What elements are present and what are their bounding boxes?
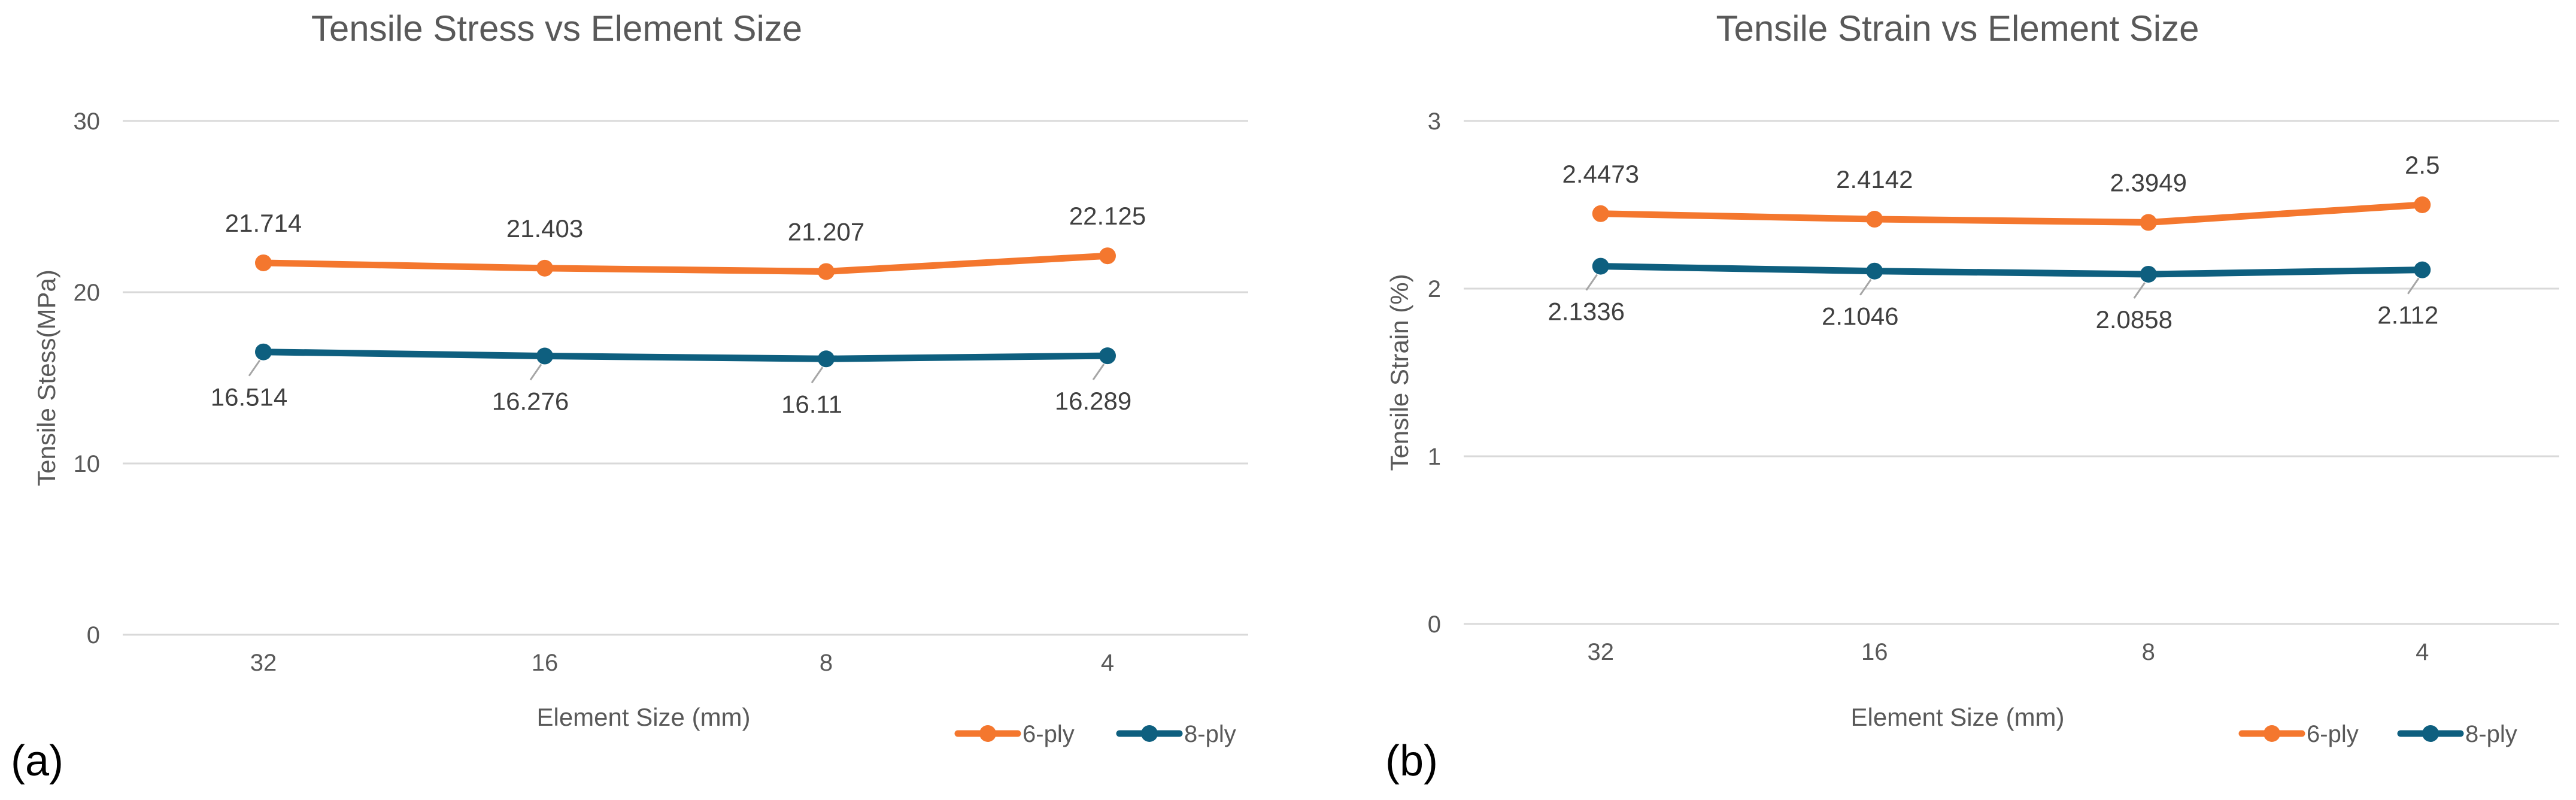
data-point-8-ply [536,347,553,365]
data-label-leader [1585,274,1598,291]
y-tick-label: 0 [87,622,100,649]
legend-label-6-ply: 6-ply [1022,721,1075,747]
data-label-6-ply: 21.207 [788,217,864,246]
legend-marker-6-ply [2264,725,2280,742]
y-tick-label: 30 [74,108,101,135]
data-label-leader [1859,278,1872,296]
data-label-6-ply: 22.125 [1069,202,1146,230]
data-label-leader [1092,363,1105,380]
x-tick-label: 16 [532,650,559,676]
series-line-6-ply [1597,201,2426,226]
data-label-6-ply: 21.714 [225,209,302,237]
x-tick-label: 16 [1861,639,1888,665]
series-line-8-ply [260,349,1111,362]
data-label-8-ply: 2.0858 [2096,305,2173,334]
x-axis-title: Element Size (mm) [1850,703,2064,731]
panel-label-a: (a) [11,737,63,785]
x-tick-label: 4 [1101,650,1114,676]
y-axis-title: Tensile Stess(MPa) [32,269,60,486]
data-label-leader [811,366,824,384]
x-tick-label: 8 [820,650,833,676]
legend-marker-6-ply [979,725,996,742]
data-point-6-ply [2140,214,2157,231]
data-point-8-ply [1099,347,1116,365]
x-tick-label: 32 [1588,639,1615,665]
data-point-6-ply [536,259,553,277]
y-tick-label: 10 [74,451,101,477]
data-label-6-ply: 2.5 [2405,151,2440,179]
legend-marker-8-ply [2422,725,2439,742]
data-point-6-ply [1866,211,1883,228]
data-label-6-ply: 21.403 [506,214,583,243]
data-point-6-ply [818,263,835,280]
x-tick-label: 32 [250,650,277,676]
data-point-6-ply [1592,205,1609,222]
data-label-8-ply: 2.112 [2377,301,2438,329]
data-label-6-ply: 2.3949 [2110,168,2187,196]
data-label-8-ply: 2.1336 [1548,298,1625,326]
x-tick-label: 8 [2142,639,2155,665]
legend-label-6-ply: 6-ply [2307,721,2359,747]
chart-panel-a: Tensile Stress vs Element Size 0 10 20 30 32 1… [11,8,1248,785]
series-line-6-ply [260,252,1111,275]
legend-marker-8-ply [1141,725,1158,742]
data-label-leader [2407,277,2420,295]
legend-label-8-ply: 8-ply [1184,721,1236,747]
series-line-8-ply [1597,263,2426,278]
data-point-8-ply [818,350,835,368]
data-label-6-ply: 2.4473 [1562,160,1639,188]
x-axis-title: Element Size (mm) [536,703,750,731]
chart-b-svg: Tensile Strain vs Element Size 0 1 2 3 32 16 8 4… [1385,8,2559,747]
data-point-8-ply [255,343,272,360]
y-tick-label: 3 [1428,108,1441,135]
data-label-leader [248,359,261,377]
data-label-8-ply: 16.276 [492,387,569,416]
legend-label-8-ply: 8-ply [2465,721,2517,747]
data-label-6-ply: 2.4142 [1836,165,1913,193]
panel-label-b: (b) [1385,737,1438,785]
data-point-6-ply [1099,247,1116,265]
data-point-8-ply [1866,262,1883,280]
chart-panel-b: Tensile Strain vs Element Size 0 1 2 3 32 16 8 4… [1359,0,2576,800]
data-label-8-ply: 16.11 [781,390,842,418]
y-tick-label: 2 [1428,276,1441,302]
data-point-8-ply [2414,261,2431,278]
data-point-8-ply [1592,257,1609,275]
chart-title: Tensile Stress vs Element Size [311,8,802,49]
data-label-leader [2133,282,2146,299]
x-tick-label: 4 [2416,639,2429,665]
chart-title: Tensile Strain vs Element Size [1716,8,2199,49]
y-tick-label: 1 [1428,444,1441,470]
data-label-leader [529,363,542,381]
data-point-8-ply [2140,265,2157,283]
data-label-8-ply: 2.1046 [1822,302,1898,331]
chart-a-svg: Tensile Stress vs Element Size 0 10 20 30 32 1… [32,8,1248,747]
y-axis-title: Tensile Strain (%) [1385,274,1413,471]
y-tick-label: 0 [1428,611,1441,638]
y-tick-label: 20 [74,280,101,306]
data-label-8-ply: 16.514 [211,383,287,411]
data-point-6-ply [2414,196,2431,213]
data-label-8-ply: 16.289 [1055,387,1131,415]
data-point-6-ply [255,254,272,271]
